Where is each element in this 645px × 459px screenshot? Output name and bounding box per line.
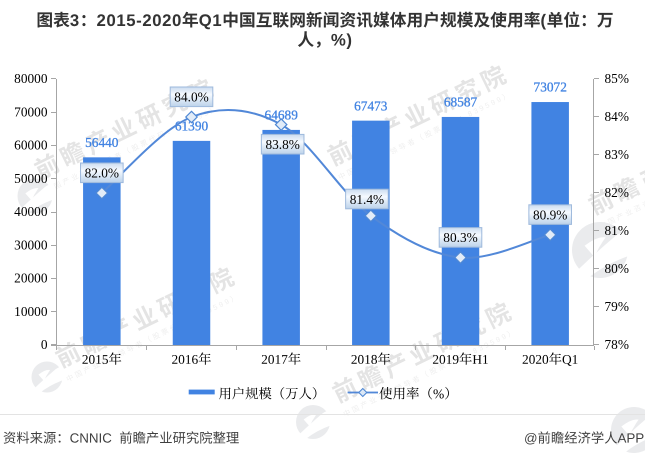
svg-text:70000: 70000 [14, 105, 48, 120]
svg-text:80.9%: 80.9% [533, 207, 567, 222]
svg-text:60000: 60000 [14, 138, 48, 153]
svg-text:67473: 67473 [354, 98, 388, 113]
svg-text:85%: 85% [605, 71, 629, 86]
svg-text:84%: 84% [605, 109, 629, 124]
svg-text:10000: 10000 [14, 304, 48, 319]
svg-text:80000: 80000 [14, 71, 48, 86]
svg-text:30000: 30000 [14, 237, 48, 252]
svg-text:81%: 81% [605, 223, 629, 238]
svg-text:20000: 20000 [14, 271, 48, 286]
svg-text:68587: 68587 [444, 95, 478, 110]
svg-text:80.3%: 80.3% [443, 230, 477, 245]
svg-text:79%: 79% [605, 299, 629, 314]
svg-text:0: 0 [41, 337, 48, 352]
svg-text:84.0%: 84.0% [174, 90, 208, 105]
svg-text:81.4%: 81.4% [350, 192, 384, 207]
svg-text:61390: 61390 [175, 119, 209, 134]
svg-text:82.0%: 82.0% [85, 166, 119, 181]
svg-text:83%: 83% [605, 147, 629, 162]
svg-text:80%: 80% [605, 261, 629, 276]
svg-text:56440: 56440 [85, 135, 119, 150]
svg-text:50000: 50000 [14, 171, 48, 186]
svg-text:78%: 78% [605, 337, 629, 352]
svg-text:40000: 40000 [14, 204, 48, 219]
svg-text:83.8%: 83.8% [265, 137, 299, 152]
svg-text:64689: 64689 [265, 108, 299, 123]
svg-text:73072: 73072 [534, 80, 567, 95]
svg-text:82%: 82% [605, 185, 629, 200]
